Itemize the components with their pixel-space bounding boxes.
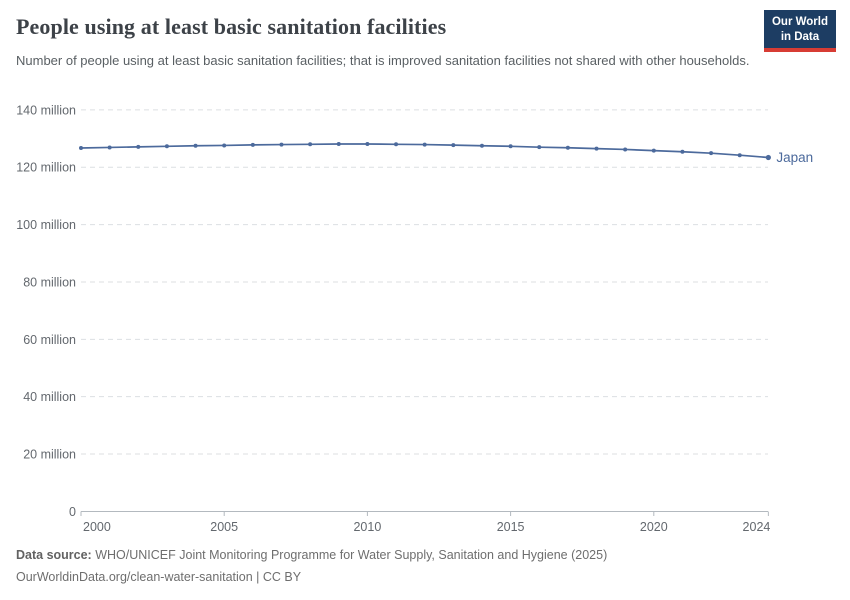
data-point-2002[interactable] (136, 144, 141, 149)
y-tick-label: 0 (69, 505, 76, 519)
y-tick-label: 80 million (23, 275, 76, 289)
page-title: People using at least basic sanitation f… (16, 14, 447, 39)
owid-logo-line2: in Data (780, 30, 820, 43)
y-tick-label: 120 million (16, 161, 76, 175)
data-source-text: WHO/UNICEF Joint Monitoring Programme fo… (95, 548, 608, 562)
data-point-2021[interactable] (680, 149, 685, 154)
data-point-2014[interactable] (479, 143, 484, 148)
data-point-2003[interactable] (164, 144, 169, 149)
data-point-2001[interactable] (107, 145, 112, 150)
data-point-2006[interactable] (250, 142, 255, 147)
data-point-2007[interactable] (279, 142, 284, 147)
x-tick-label: 2005 (210, 520, 238, 534)
data-point-2018[interactable] (594, 146, 599, 151)
data-point-2009[interactable] (336, 142, 341, 147)
data-point-2017[interactable] (565, 145, 570, 150)
data-point-2020[interactable] (651, 148, 656, 153)
footer-link[interactable]: OurWorldinData.org/clean-water-sanitatio… (16, 569, 302, 584)
data-point-2000[interactable] (79, 146, 83, 151)
data-point-2023[interactable] (737, 153, 742, 158)
y-tick-label: 20 million (23, 448, 76, 462)
owid-logo[interactable]: Our World in Data (763, 10, 836, 52)
chart-footer: Data source: WHO/UNICEF Joint Monitoring… (16, 545, 816, 589)
x-tick-label: 2000 (83, 520, 111, 534)
data-source-label: Data source: (16, 548, 92, 562)
data-point-2005[interactable] (222, 143, 227, 148)
data-point-2022[interactable] (709, 151, 714, 156)
y-tick-label: 140 million (16, 103, 76, 117)
y-tick-label: 60 million (23, 333, 76, 347)
data-point-2013[interactable] (451, 143, 456, 148)
data-point-2012[interactable] (422, 142, 427, 147)
data-source-line: Data source: WHO/UNICEF Joint Monitoring… (16, 545, 816, 567)
data-point-2004[interactable] (193, 143, 198, 148)
data-point-2008[interactable] (308, 142, 313, 147)
data-point-2024[interactable] (765, 154, 771, 161)
y-tick-label: 40 million (23, 390, 76, 404)
x-tick-label: 2024 (743, 520, 771, 534)
x-tick-label: 2010 (353, 520, 381, 534)
series-label-japan[interactable]: Japan (776, 150, 813, 165)
chart-subtitle: Number of people using at least basic sa… (16, 53, 750, 68)
data-point-2016[interactable] (537, 145, 542, 150)
y-tick-label: 100 million (16, 218, 76, 232)
data-point-2011[interactable] (394, 142, 399, 147)
data-point-2015[interactable] (508, 144, 513, 149)
x-tick-label: 2015 (497, 520, 525, 534)
owid-logo-line1: Our World (771, 16, 828, 28)
data-point-2010[interactable] (365, 142, 370, 147)
x-tick-label: 2020 (640, 520, 668, 534)
data-point-2019[interactable] (623, 147, 628, 152)
